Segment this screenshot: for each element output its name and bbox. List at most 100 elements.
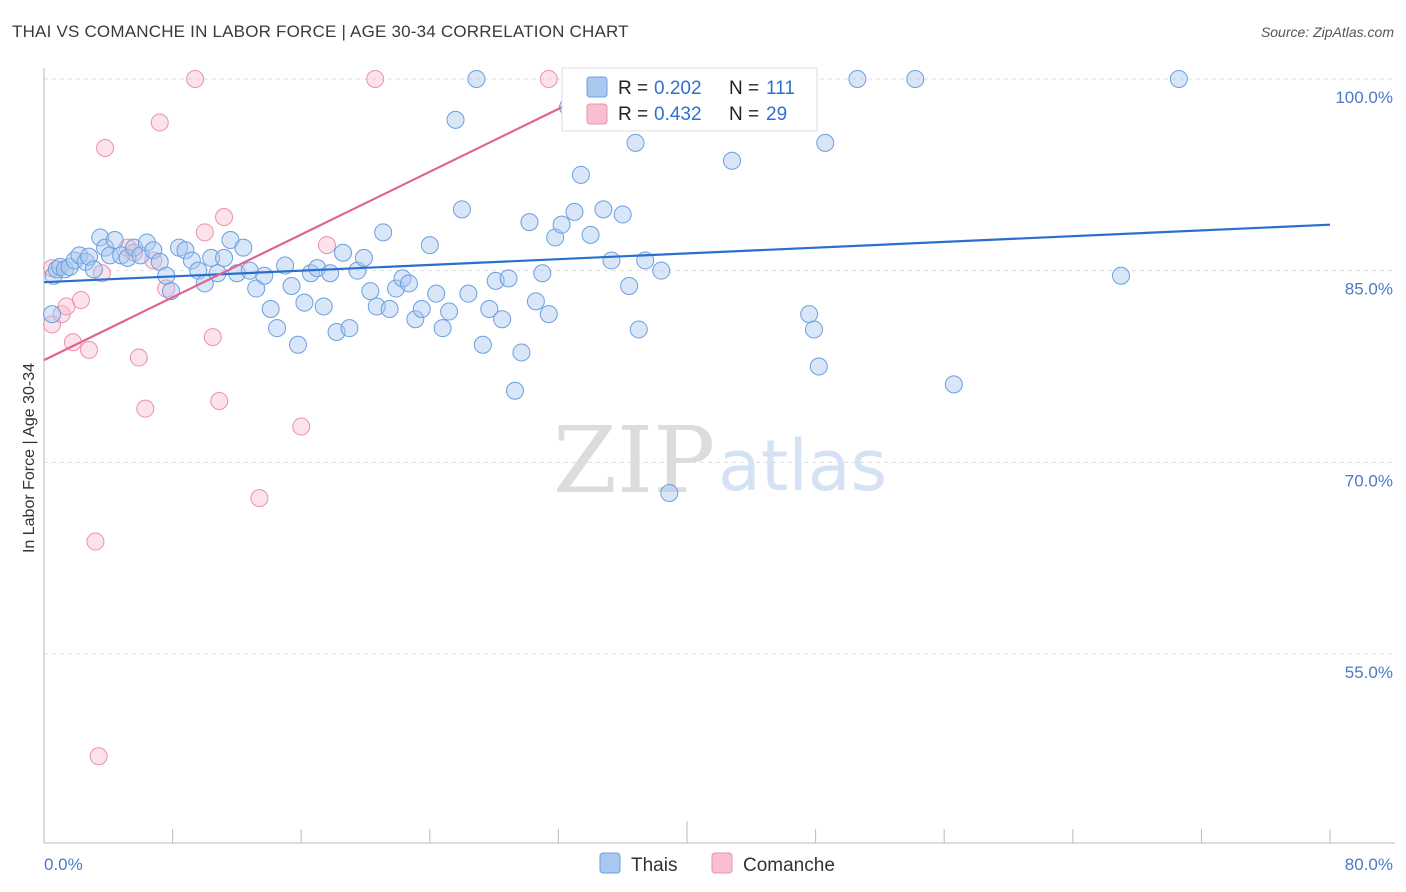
- thais-point: [43, 305, 62, 324]
- x-tick-label-max: 80.0%: [1345, 855, 1393, 874]
- comanche-bottom-label: Comanche: [743, 855, 835, 876]
- thais-point: [84, 260, 103, 279]
- thais-point: [433, 319, 452, 338]
- thais-point: [202, 248, 221, 267]
- trend-lines: [43, 84, 1331, 362]
- thais-point: [412, 300, 431, 318]
- thais-points: [43, 70, 1188, 502]
- thais-point: [137, 233, 156, 252]
- comanche-point: [80, 340, 99, 359]
- thais-point: [182, 251, 201, 270]
- comanche-bottom-swatch: [711, 852, 733, 874]
- thais-point: [581, 225, 600, 244]
- thais-point: [620, 277, 639, 295]
- thais-point: [499, 269, 518, 288]
- thais-point: [1112, 266, 1131, 285]
- thais-point: [261, 300, 280, 318]
- thais-point: [626, 133, 645, 152]
- thais-bottom-swatch: [599, 852, 621, 874]
- thais-point: [473, 335, 492, 354]
- axes: [43, 68, 1395, 844]
- thais-point: [816, 133, 835, 152]
- comanche-point: [539, 70, 558, 88]
- y-tick-label-0: 55.0%: [1345, 663, 1393, 682]
- thais-point: [406, 310, 425, 329]
- thais-point: [539, 305, 558, 324]
- comanche-point: [210, 392, 229, 410]
- grid-lines: [44, 78, 1395, 655]
- thais-point: [55, 260, 74, 279]
- thais-point: [629, 320, 648, 339]
- thais-point: [446, 110, 465, 129]
- thais-point: [176, 241, 195, 260]
- thais-point: [255, 266, 274, 285]
- thais-r-label: R =: [618, 78, 648, 99]
- thais-point: [247, 279, 266, 298]
- comanche-point: [317, 236, 336, 255]
- thais-point: [459, 284, 478, 303]
- thais-point: [420, 236, 439, 255]
- watermark-atlas: atlas: [718, 425, 887, 507]
- thais-point: [276, 256, 295, 275]
- thais-point: [240, 261, 259, 280]
- watermark: ZIP atlas: [553, 407, 887, 514]
- thais-point: [944, 375, 963, 394]
- comanche-point: [203, 328, 222, 347]
- thais-point: [380, 300, 399, 318]
- comanche-point: [250, 489, 269, 508]
- x-tick-labels: 0.0% 80.0%: [44, 855, 1393, 874]
- comanche-n-value: 29: [766, 104, 787, 125]
- thais-point: [295, 293, 314, 312]
- thais-point: [526, 292, 545, 311]
- thais-point: [399, 274, 418, 293]
- comanche-point: [150, 113, 169, 132]
- thais-point: [512, 343, 531, 362]
- thais-n-value: 111: [766, 78, 795, 99]
- thais-point: [1169, 70, 1188, 88]
- comanche-point: [195, 223, 214, 242]
- y-tick-label-2: 85.0%: [1345, 280, 1393, 299]
- thais-point: [804, 320, 823, 339]
- thais-point: [594, 200, 613, 219]
- comanche-points: [43, 70, 597, 766]
- thais-point: [70, 246, 89, 265]
- comanche-point: [366, 70, 385, 88]
- thais-point: [288, 335, 307, 354]
- comanche-point: [86, 532, 105, 551]
- comanche-trend-line: [43, 84, 608, 362]
- comanche-r-label: R =: [618, 104, 648, 125]
- thais-point: [91, 228, 110, 247]
- thais-point: [848, 70, 867, 88]
- watermark-zip: ZIP: [553, 407, 715, 514]
- source-label: Source: ZipAtlas.com: [1260, 24, 1394, 40]
- thais-point: [234, 238, 253, 257]
- thais-point: [613, 205, 632, 224]
- comanche-point: [129, 348, 148, 367]
- comanche-point: [186, 70, 205, 88]
- thais-point: [333, 243, 352, 262]
- thais-point: [723, 151, 742, 170]
- comanche-point: [292, 417, 311, 436]
- comanche-point: [96, 139, 115, 157]
- thais-bottom-label: Thais: [631, 855, 677, 876]
- thais-point: [361, 282, 380, 301]
- y-tick-labels: 55.0% 70.0% 85.0% 100.0%: [1335, 88, 1393, 682]
- thais-point: [282, 277, 301, 295]
- thais-point: [602, 251, 621, 270]
- thais-point: [809, 357, 828, 376]
- comanche-n-label: N =: [729, 104, 759, 125]
- thais-point: [427, 284, 446, 303]
- thais-point: [144, 241, 163, 260]
- thais-point: [493, 310, 512, 329]
- y-axis-label: In Labor Force | Age 30-34: [21, 363, 38, 553]
- thais-point: [565, 202, 584, 221]
- comanche-point: [136, 399, 155, 418]
- thais-point: [552, 215, 571, 234]
- thais-point: [215, 248, 234, 267]
- thais-point: [505, 381, 524, 400]
- thais-legend-swatch: [586, 76, 608, 98]
- thais-point: [314, 297, 333, 316]
- y-tick-label-1: 70.0%: [1345, 471, 1393, 490]
- thais-point: [571, 165, 590, 184]
